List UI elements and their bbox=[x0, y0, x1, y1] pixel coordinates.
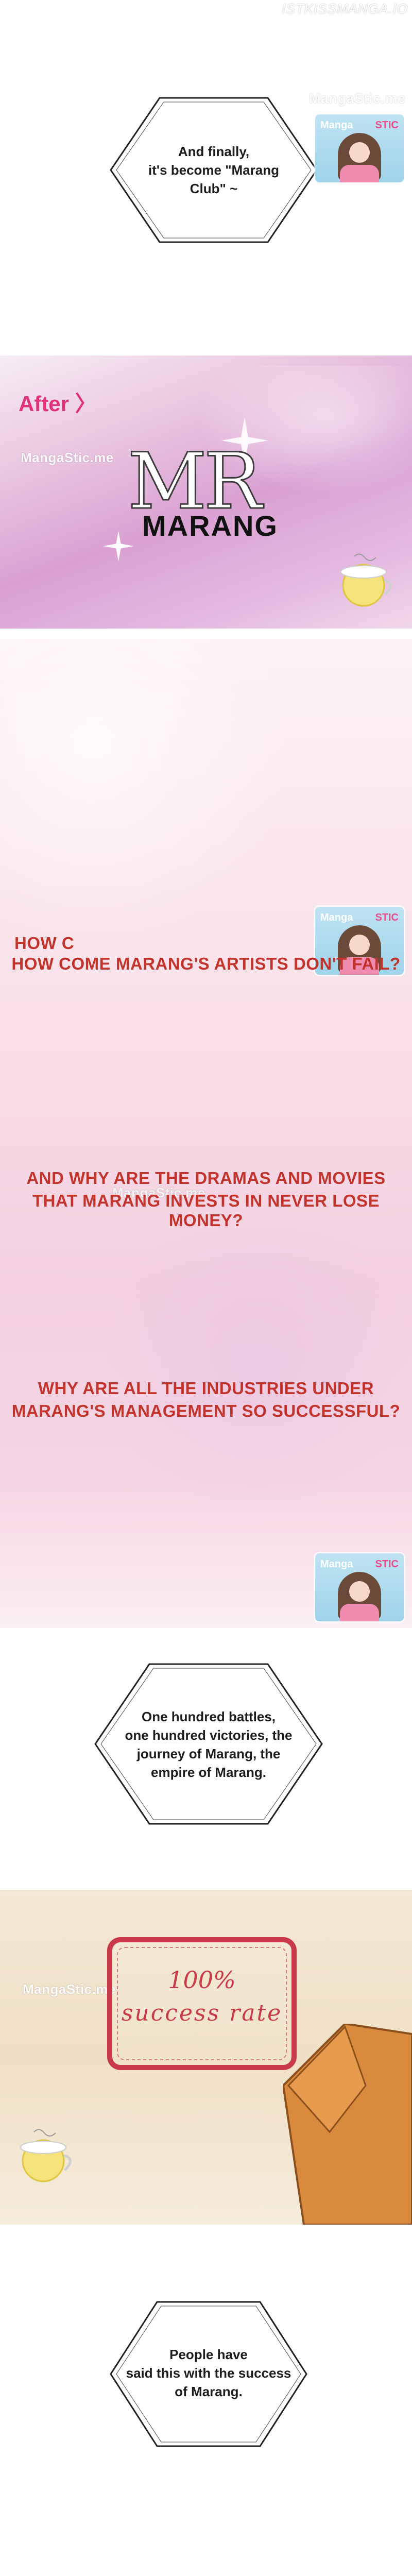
panel-5-stamp: MangaStic.me 100% success rate bbox=[0, 1890, 412, 2225]
sparkle-icon bbox=[103, 531, 134, 562]
badge-label-left: Manga bbox=[320, 1558, 353, 1570]
stamp-icon bbox=[117, 1947, 287, 2060]
bokeh-glow bbox=[0, 639, 309, 999]
panel-2-after: After 〉 MangaStic.me MR MARANG bbox=[0, 355, 412, 629]
site-watermark: MangaStic.me bbox=[21, 450, 114, 465]
badge-label-right: STIC bbox=[375, 912, 399, 923]
tea-cup-icon bbox=[20, 2129, 72, 2182]
watermark-badge: Manga STIC bbox=[315, 907, 404, 975]
after-label: After 〉 bbox=[19, 392, 97, 416]
badge-shirt bbox=[340, 1604, 379, 1621]
site-watermark: MangaStic.me bbox=[112, 1185, 205, 1200]
mr-marang-logo: MR MARANG bbox=[112, 436, 298, 545]
watermark-badge: Manga STIC bbox=[315, 1553, 404, 1621]
site-watermark: MangaStic.me bbox=[309, 91, 406, 106]
panel-4: One hundred battles, one hundred victori… bbox=[0, 1628, 412, 1886]
hexagon-speech-box: And finally, it's become "Marang Club" ~ bbox=[106, 93, 322, 247]
site-watermark: MangaStic.me bbox=[23, 1981, 116, 1997]
partial-header: HOW C bbox=[14, 934, 75, 953]
badge-face bbox=[349, 142, 370, 163]
badge-shirt bbox=[340, 165, 379, 182]
sparkle-icon bbox=[221, 417, 268, 464]
hexagon-speech-box: People have said this with the success o… bbox=[106, 2297, 312, 2451]
badge-shirt bbox=[340, 957, 379, 975]
bokeh-glow bbox=[103, 1180, 412, 1540]
panel-6: People have said this with the success o… bbox=[0, 2225, 412, 2576]
logo-word: MARANG bbox=[142, 510, 278, 542]
badge-label-left: Manga bbox=[320, 120, 353, 131]
badge-face bbox=[349, 1581, 370, 1602]
panel-1: ISTKISSMANGA.IO MangaStic.me And finally… bbox=[0, 0, 412, 335]
panel-3-questions: Manga STIC HOW C HOW COME MARANG'S ARTIS… bbox=[0, 639, 412, 1628]
watermark-badge: Manga STIC bbox=[315, 114, 404, 182]
badge-label-right: STIC bbox=[375, 1558, 399, 1570]
hexagon-frame-icon bbox=[110, 97, 318, 243]
success-rate-stamp: 100% success rate bbox=[107, 1937, 297, 2070]
sparkle-area bbox=[196, 366, 412, 495]
corner-watermark: ISTKISSMANGA.IO bbox=[282, 1, 408, 16]
stamp-percent: 100% bbox=[168, 1966, 236, 1994]
question-2: AND WHY ARE THE DRAMAS AND MOVIES THAT M… bbox=[26, 1168, 386, 1230]
tea-cup-icon bbox=[340, 553, 392, 607]
badge-face bbox=[349, 935, 370, 955]
logo-letters: MR bbox=[127, 436, 263, 528]
hexagon-frame-icon bbox=[110, 2301, 307, 2447]
hexagon-speech-box: One hundred battles, one hundred victori… bbox=[90, 1659, 327, 1829]
badge-label-right: STIC bbox=[375, 120, 399, 131]
hexagon-frame-icon bbox=[94, 1663, 323, 1825]
question-3: WHY ARE ALL THE INDUSTRIES UNDER MARANG'… bbox=[11, 1379, 401, 1420]
stamp-label: success rate bbox=[121, 2000, 283, 2026]
narration-text: One hundred battles, one hundred victori… bbox=[125, 1709, 293, 1780]
envelope-icon bbox=[283, 2024, 412, 2225]
narration-text: People have said this with the success o… bbox=[126, 2347, 291, 2399]
question-1: HOW COME MARANG'S ARTISTS DON'T FAIL? bbox=[11, 954, 401, 973]
badge-label-left: Manga bbox=[320, 912, 353, 923]
dialogue-text: And finally, it's become "Marang Club" ~ bbox=[148, 144, 280, 196]
